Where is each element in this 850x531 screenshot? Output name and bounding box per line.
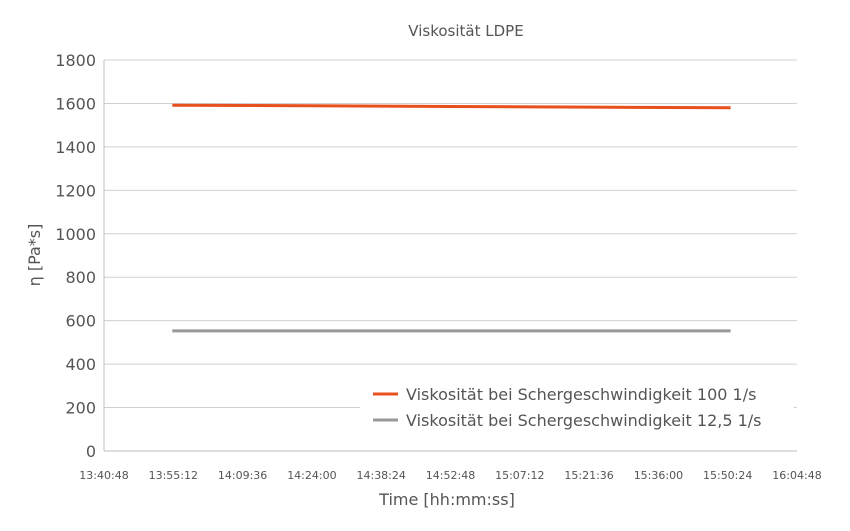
x-tick-label: 15:07:12 [495, 469, 544, 482]
x-tick-label: 13:55:12 [149, 469, 198, 482]
y-tick-label: 800 [65, 268, 96, 287]
legend-label: Viskosität bei Schergeschwindigkeit 100 … [406, 385, 756, 404]
x-tick-label: 15:21:36 [564, 469, 613, 482]
x-tick-label: 15:50:24 [703, 469, 752, 482]
y-axis-title: η [Pa*s] [25, 224, 44, 287]
x-tick-label: 14:24:00 [287, 469, 336, 482]
y-tick-label: 1400 [55, 138, 96, 157]
gridlines [104, 59, 797, 409]
y-tick-label: 1200 [55, 181, 96, 200]
x-tick-label: 14:09:36 [218, 469, 267, 482]
y-tick-label: 1800 [55, 51, 96, 70]
series-lines [172, 103, 731, 333]
y-tick-label: 200 [65, 399, 96, 418]
axes: 0 200 400 600 800 1000 1200 1400 1600 1800 13:40:4… [55, 51, 821, 482]
y-tick-label: 600 [65, 312, 96, 331]
y-tick-label: 0 [86, 442, 96, 461]
x-tick-label: 13:40:48 [79, 469, 128, 482]
series-line-100 [172, 103, 731, 110]
y-tick-label: 400 [65, 355, 96, 374]
y-tick-label: 1600 [55, 94, 96, 113]
legend-label: Viskosität bei Schergeschwindigkeit 12,5… [406, 411, 762, 430]
x-tick-label: 15:36:00 [634, 469, 683, 482]
legend-background [360, 381, 794, 437]
chart-title: Viskosität LDPE [408, 22, 523, 40]
y-tick-label: 1000 [55, 225, 96, 244]
legend: Viskosität bei Schergeschwindigkeit 100 … [360, 381, 794, 437]
x-tick-label: 14:38:24 [356, 469, 405, 482]
x-tick-label: 16:04:48 [772, 469, 821, 482]
x-axis-title: Time [hh:mm:ss] [378, 490, 515, 509]
x-tick-label: 14:52:48 [426, 469, 475, 482]
